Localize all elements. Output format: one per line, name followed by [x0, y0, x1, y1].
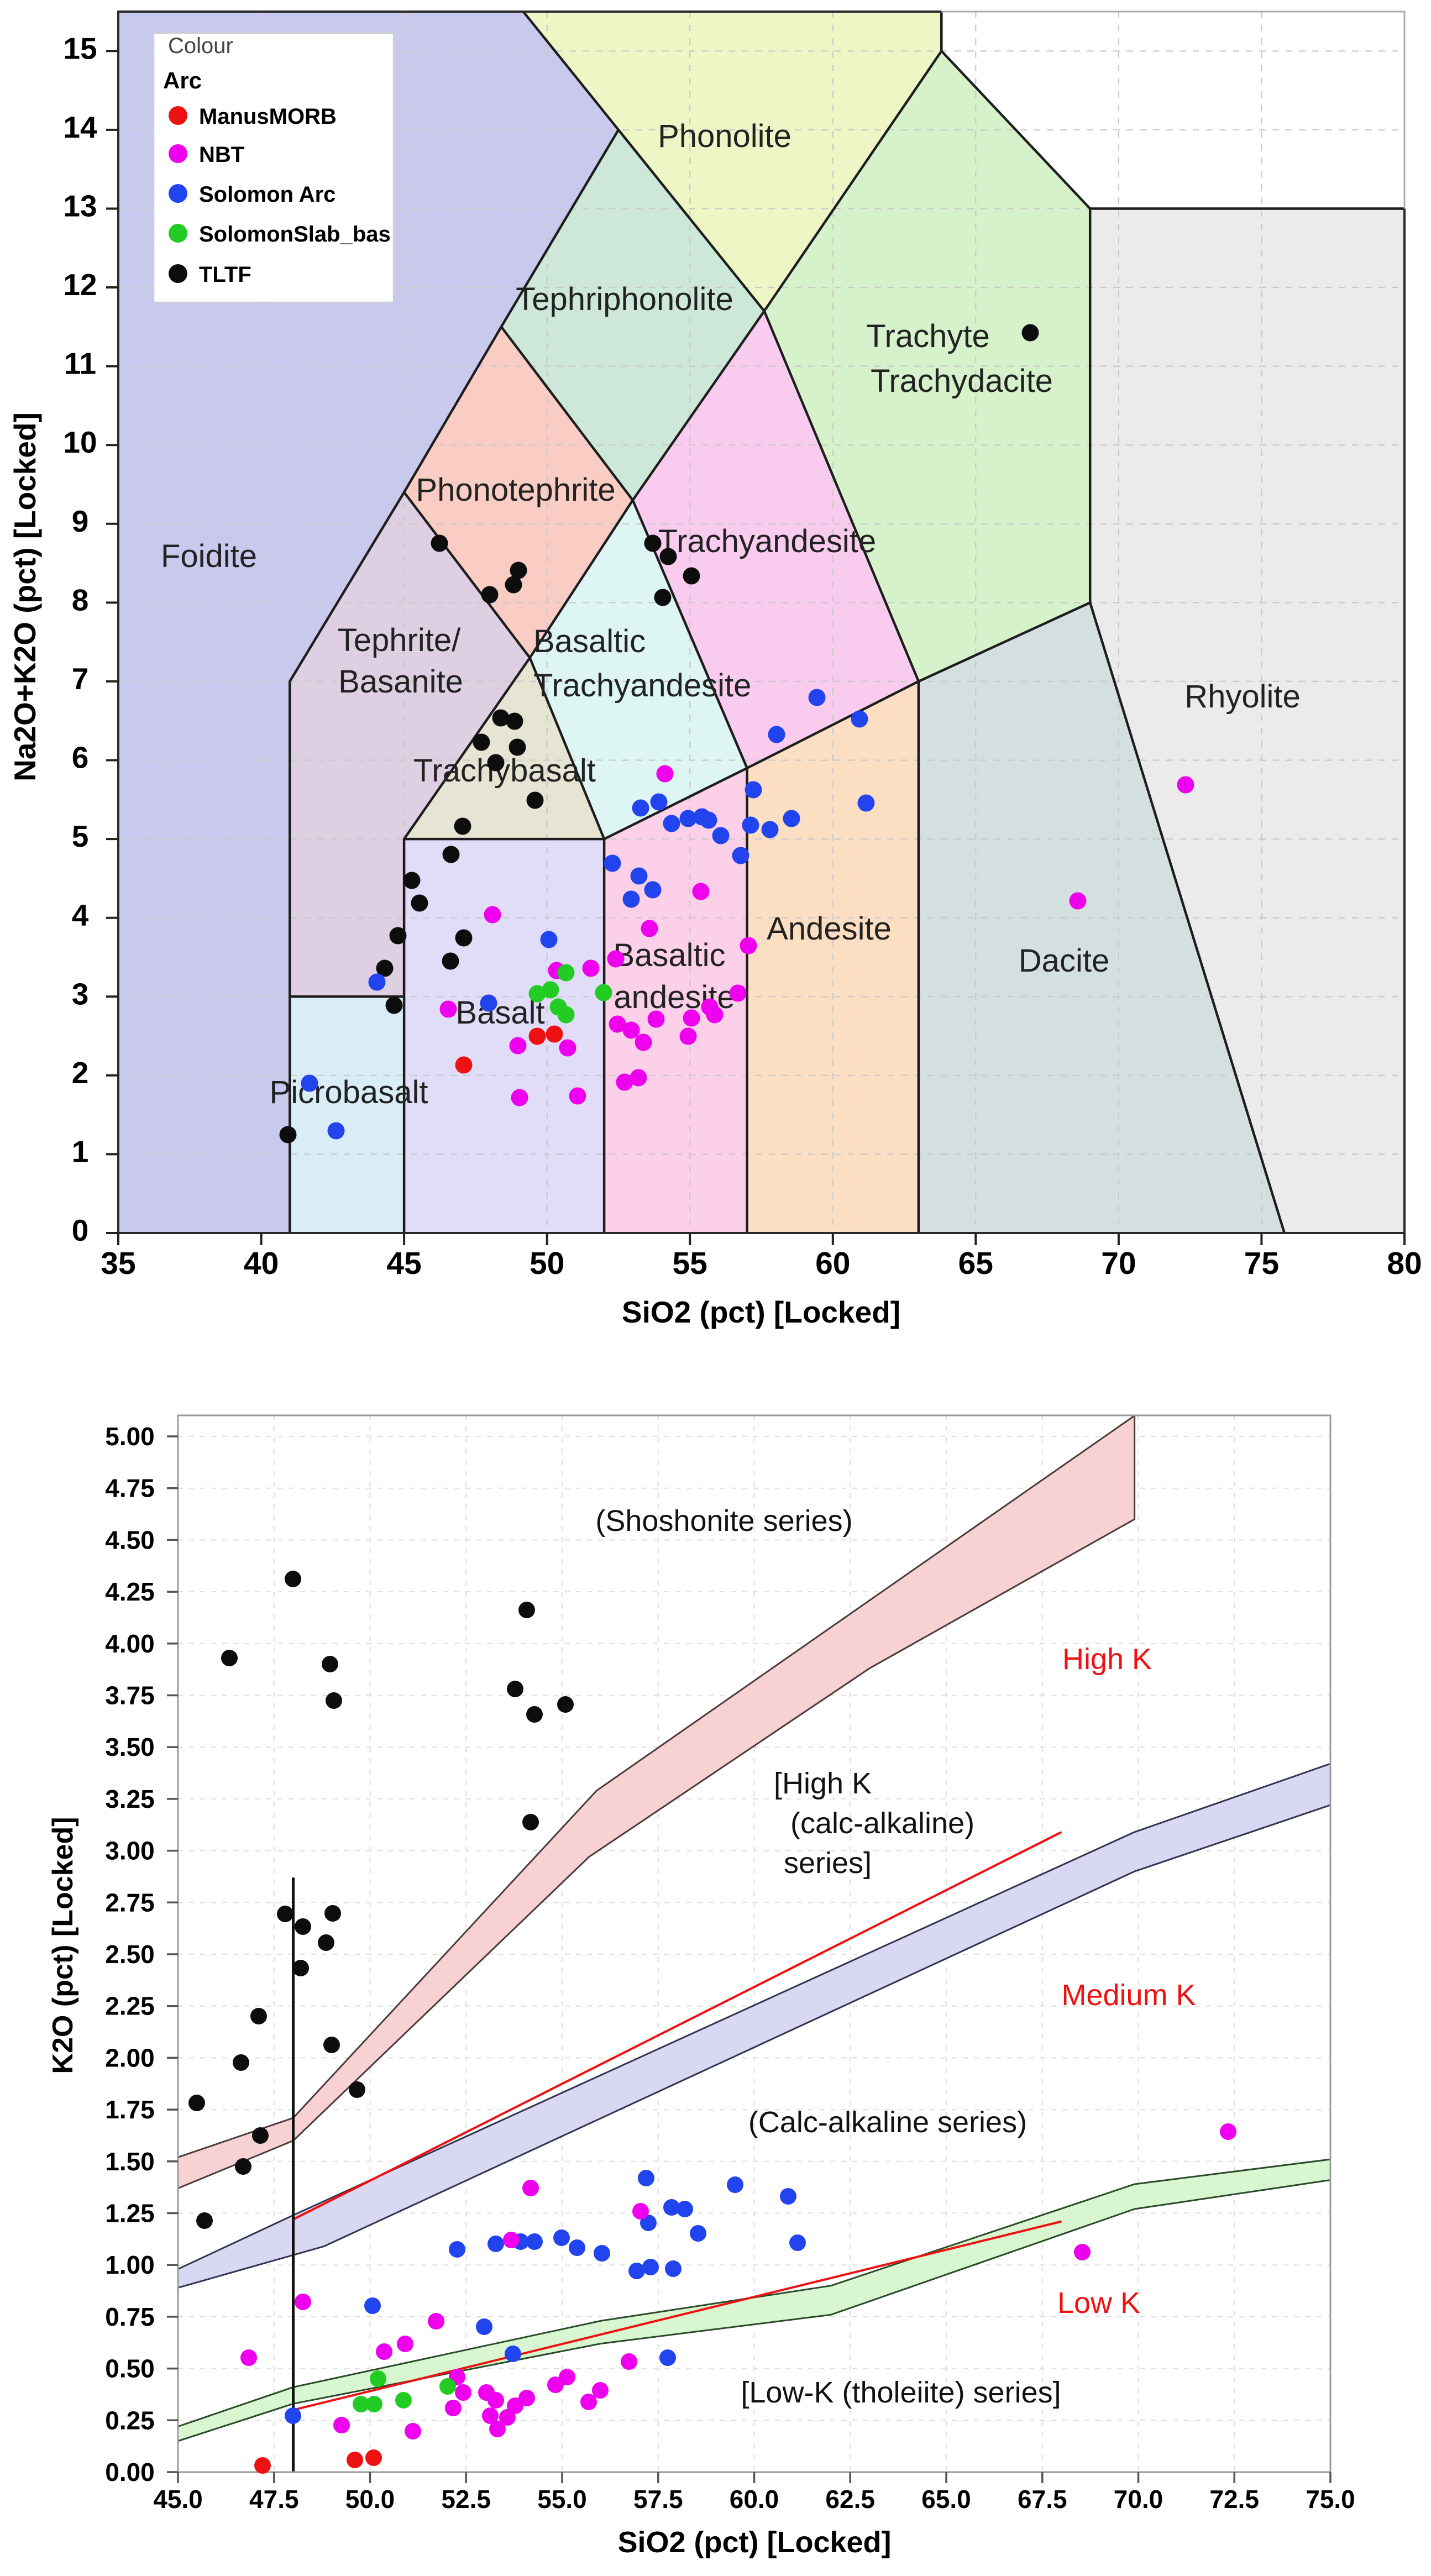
svg-text:4.75: 4.75: [105, 1474, 155, 1503]
svg-text:14: 14: [63, 110, 97, 144]
svg-text:75.0: 75.0: [1306, 2485, 1355, 2514]
svg-text:3.50: 3.50: [105, 1733, 155, 1761]
svg-text:High K: High K: [1062, 1643, 1152, 1676]
svg-text:Colour: Colour: [168, 34, 233, 58]
svg-text:1.75: 1.75: [105, 2095, 155, 2124]
svg-text:70: 70: [1101, 1246, 1136, 1281]
svg-text:0.25: 0.25: [105, 2406, 155, 2435]
svg-text:5.00: 5.00: [105, 1422, 155, 1451]
svg-text:Andesite: Andesite: [767, 911, 892, 947]
svg-text:2.00: 2.00: [105, 2043, 155, 2072]
svg-text:35: 35: [101, 1246, 135, 1281]
svg-text:0.00: 0.00: [105, 2458, 155, 2486]
svg-text:52.5: 52.5: [441, 2485, 491, 2514]
svg-text:2.75: 2.75: [105, 1888, 155, 1917]
svg-text:45: 45: [386, 1246, 421, 1281]
svg-text:4.00: 4.00: [105, 1629, 155, 1658]
svg-text:1.25: 1.25: [105, 2199, 155, 2228]
svg-text:65: 65: [958, 1246, 993, 1281]
svg-text:Na2O+K2O (pct) [Locked]: Na2O+K2O (pct) [Locked]: [8, 412, 42, 781]
svg-text:Solomon Arc: Solomon Arc: [199, 182, 336, 207]
svg-text:72.5: 72.5: [1209, 2485, 1259, 2514]
svg-text:70.0: 70.0: [1114, 2485, 1163, 2514]
svg-text:4: 4: [72, 898, 89, 932]
svg-text:K2O (pct) [Locked]: K2O (pct) [Locked]: [47, 1817, 79, 2074]
svg-text:3.75: 3.75: [105, 1681, 155, 1710]
svg-text:67.5: 67.5: [1018, 2485, 1067, 2514]
svg-text:50.0: 50.0: [345, 2485, 395, 2514]
svg-text:(calc-alkaline): (calc-alkaline): [790, 1807, 974, 1840]
svg-text:1: 1: [72, 1134, 89, 1168]
svg-text:Tephriphonolite: Tephriphonolite: [516, 281, 733, 317]
svg-text:9: 9: [72, 504, 89, 538]
svg-text:3: 3: [72, 977, 89, 1011]
svg-text:55.0: 55.0: [537, 2485, 587, 2514]
svg-text:[Low-K (tholeiite) series]: [Low-K (tholeiite) series]: [741, 2376, 1061, 2409]
svg-text:12: 12: [63, 267, 97, 302]
svg-text:7: 7: [72, 662, 89, 696]
svg-text:0.50: 0.50: [105, 2354, 155, 2383]
svg-text:11: 11: [64, 347, 96, 381]
svg-text:15: 15: [63, 31, 97, 65]
svg-text:40: 40: [244, 1246, 279, 1281]
svg-text:75: 75: [1244, 1246, 1279, 1281]
svg-text:57.5: 57.5: [633, 2485, 683, 2514]
svg-text:62.5: 62.5: [825, 2485, 875, 2514]
svg-text:ManusMORB: ManusMORB: [199, 104, 337, 129]
svg-text:2: 2: [72, 1056, 89, 1090]
svg-text:[High K: [High K: [774, 1767, 872, 1800]
svg-text:Low K: Low K: [1057, 2286, 1140, 2320]
svg-text:SiO2 (pct) [Locked]: SiO2 (pct) [Locked]: [617, 2526, 891, 2559]
svg-text:60: 60: [815, 1246, 850, 1281]
svg-text:50: 50: [530, 1246, 564, 1281]
svg-text:1.50: 1.50: [105, 2147, 155, 2176]
svg-text:60.0: 60.0: [730, 2485, 779, 2514]
svg-text:Basaltic: Basaltic: [613, 937, 725, 973]
svg-text:SiO2 (pct) [Locked]: SiO2 (pct) [Locked]: [622, 1295, 900, 1329]
svg-text:Trachydacite: Trachydacite: [871, 363, 1053, 399]
svg-text:4.25: 4.25: [105, 1577, 155, 1606]
svg-text:Phonotephrite: Phonotephrite: [416, 472, 615, 508]
svg-text:TLTF: TLTF: [199, 263, 251, 287]
svg-text:0.75: 0.75: [105, 2302, 155, 2331]
svg-text:45.0: 45.0: [153, 2485, 203, 2514]
svg-text:10: 10: [63, 425, 97, 459]
svg-text:80: 80: [1387, 1246, 1422, 1281]
svg-text:5: 5: [72, 819, 89, 853]
svg-text:Picrobasalt: Picrobasalt: [270, 1074, 428, 1110]
svg-text:Tephrite/: Tephrite/: [338, 622, 461, 658]
svg-text:series]: series]: [784, 1846, 872, 1880]
svg-text:Trachyandesite: Trachyandesite: [658, 523, 876, 559]
svg-text:(Calc-alkaline series): (Calc-alkaline series): [748, 2106, 1027, 2139]
svg-text:2.50: 2.50: [105, 1940, 155, 1969]
svg-text:Rhyolite: Rhyolite: [1184, 679, 1301, 715]
svg-text:0: 0: [72, 1213, 89, 1247]
svg-text:1.00: 1.00: [105, 2250, 155, 2279]
svg-text:Basalt: Basalt: [455, 995, 544, 1031]
svg-text:SolomonSlab_bas: SolomonSlab_bas: [199, 222, 391, 246]
svg-text:Arc: Arc: [163, 67, 202, 93]
svg-text:Basanite: Basanite: [338, 664, 463, 700]
svg-text:Foidite: Foidite: [161, 538, 257, 574]
svg-text:Dacite: Dacite: [1019, 943, 1109, 979]
svg-text:13: 13: [63, 189, 97, 223]
svg-text:55: 55: [672, 1246, 707, 1281]
svg-text:Trachyandesite: Trachyandesite: [533, 668, 751, 704]
svg-text:Medium K: Medium K: [1061, 1979, 1196, 2012]
svg-text:3.00: 3.00: [105, 1837, 155, 1865]
svg-text:47.5: 47.5: [249, 2485, 299, 2514]
svg-text:65.0: 65.0: [921, 2485, 971, 2514]
svg-text:6: 6: [72, 741, 89, 775]
svg-text:3.25: 3.25: [105, 1785, 155, 1813]
svg-text:(Shoshonite series): (Shoshonite series): [595, 1504, 852, 1538]
svg-text:4.50: 4.50: [105, 1525, 155, 1554]
svg-text:Trachyte: Trachyte: [866, 318, 989, 354]
svg-text:Basaltic: Basaltic: [533, 623, 646, 659]
svg-text:Trachybasalt: Trachybasalt: [413, 753, 596, 789]
svg-text:8: 8: [72, 583, 89, 617]
svg-text:Phonolite: Phonolite: [658, 118, 791, 154]
svg-text:NBT: NBT: [199, 143, 244, 167]
svg-text:2.25: 2.25: [105, 1992, 155, 2021]
